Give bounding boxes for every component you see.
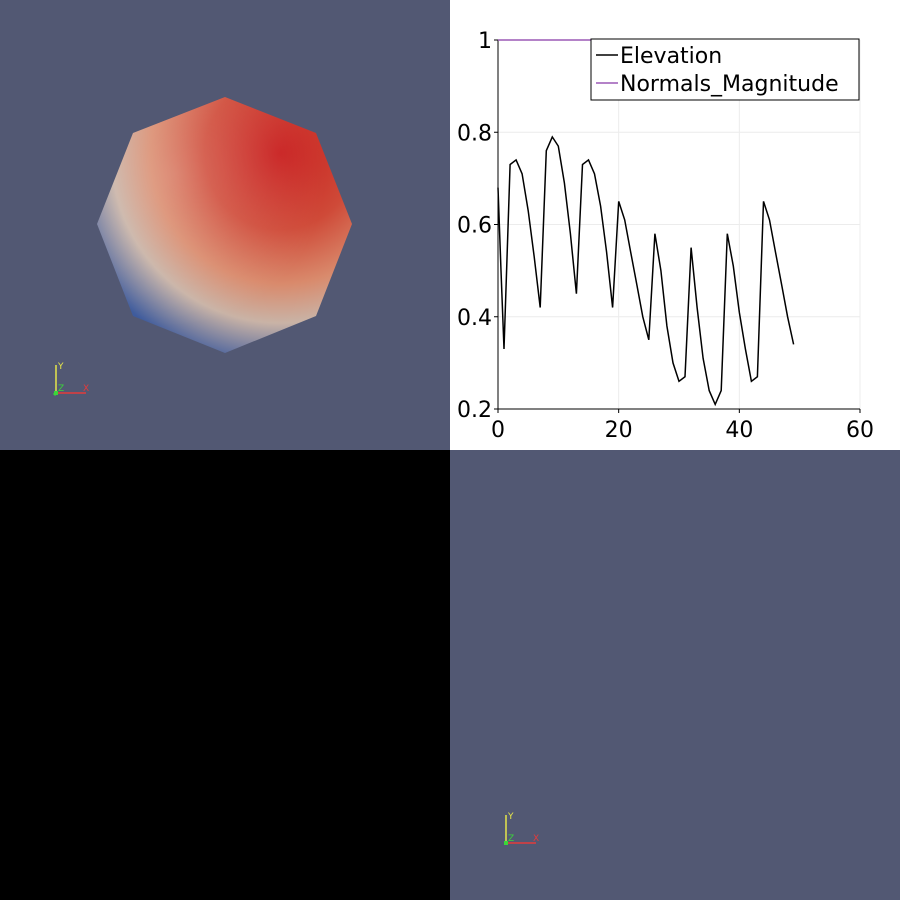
render-view-2-canvas[interactable]: Y X Z (450, 450, 900, 900)
sphere-object (97, 97, 352, 353)
x-tick-label-1: 20 (605, 418, 633, 443)
x-axis-label: X (533, 834, 539, 844)
x-tick-label-3: 60 (846, 418, 874, 443)
y-tick-label-1: 0.4 (457, 306, 492, 331)
y-tick-label-3: 0.8 (457, 121, 492, 146)
series-line-elevation (497, 135, 795, 407)
legend-box (590, 38, 860, 101)
orientation-axes: Y X Z (504, 812, 539, 845)
legend-label-0: Elevation (620, 44, 722, 69)
line-chart-view[interactable]: 0 20 40 60 0.2 0.4 0.6 0.8 1 Elevation Normals_Ma… (450, 0, 900, 450)
y-tick-label-2: 0.6 (457, 214, 492, 239)
chart-ticks: 0 20 40 60 0.2 0.4 0.6 0.8 1 (457, 29, 874, 443)
x-tick-label-2: 40 (725, 418, 753, 443)
y-axis-label: Y (507, 812, 514, 822)
empty-view[interactable] (0, 450, 450, 900)
render-view-1-canvas[interactable]: Y X Z (0, 0, 450, 450)
x-tick-label-0: 0 (491, 418, 505, 443)
render-view-1[interactable]: Y X Z (0, 0, 450, 450)
chart-legend: Elevation Normals_Magnitude (590, 38, 860, 101)
orientation-axes: Y X Z (52, 362, 89, 397)
line-chart[interactable]: 0 20 40 60 0.2 0.4 0.6 0.8 1 Elevation Normals_Ma… (450, 0, 900, 450)
y-tick-label-4: 1 (478, 29, 492, 54)
legend-label-1: Normals_Magnitude (620, 72, 839, 97)
y-tick-label-0: 0.2 (457, 398, 492, 423)
x-axis-label: X (83, 384, 89, 394)
z-axis-label: Z (58, 384, 64, 394)
render-view-2[interactable]: Y X Z (450, 450, 900, 900)
z-axis-label: Z (508, 834, 514, 844)
y-axis-label: Y (57, 362, 64, 372)
